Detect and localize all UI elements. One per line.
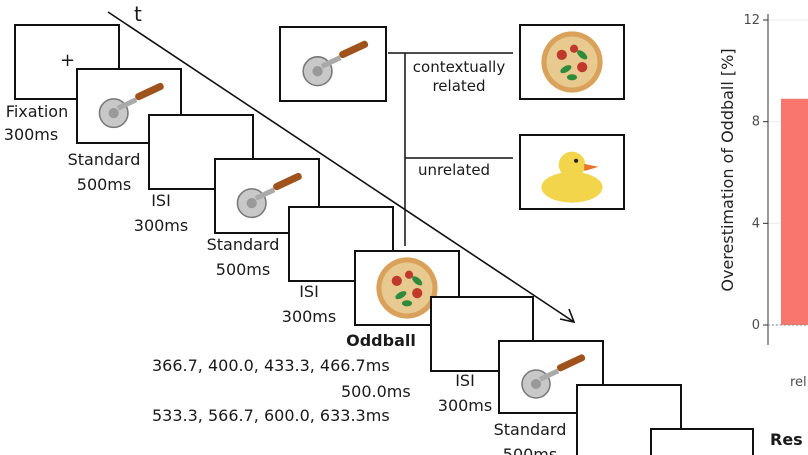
condition-unrelated-label: unrelated — [418, 161, 491, 179]
fixation-frame: + — [14, 24, 120, 100]
pizza-icon — [376, 257, 438, 319]
y-axis-label: Overestimation of Oddball [%] — [718, 48, 737, 291]
y-tick-label: 4 — [752, 216, 760, 231]
isi-label-2: ISI — [299, 282, 319, 301]
standard-label-2: Standard — [206, 235, 280, 254]
standard-label-3: Standard — [493, 420, 567, 439]
isi-duration-3: 300ms — [437, 396, 493, 415]
bar — [781, 98, 808, 326]
time-label: t — [134, 2, 142, 26]
trailing-frame-2 — [650, 428, 754, 455]
oddball-durations-short: 366.7, 400.0, 433.3, 466.7ms — [152, 356, 390, 375]
y-tick-label: 0 — [752, 318, 760, 333]
standard-duration-1: 500ms — [76, 175, 132, 194]
standard-duration-2: 500ms — [215, 260, 271, 279]
pizza-cutter-icon — [302, 40, 369, 87]
y-tick-label: 8 — [752, 115, 760, 130]
isi-duration-1: 300ms — [133, 216, 189, 235]
standard-duration-3: 500ms — [502, 445, 558, 455]
oddball-duration-equal: 500.0ms — [341, 382, 411, 401]
pizza-icon — [541, 31, 603, 93]
x-tick-label: rel — [790, 375, 807, 390]
standard-label-1: Standard — [67, 150, 141, 169]
rubber-duck-icon — [541, 151, 603, 203]
pizza-cutter-icon — [98, 82, 164, 129]
fixation-cross: + — [60, 50, 76, 71]
example-standard-frame — [279, 26, 387, 102]
response-heading: Res — [770, 430, 803, 449]
oddball-durations-long: 533.3, 566.7, 600.0, 633.3ms — [152, 406, 390, 425]
y-tick-label: 12 — [743, 13, 760, 28]
pizza-cutter-icon — [236, 172, 302, 219]
condition-related-line2: related — [432, 77, 486, 95]
oddball-label: Oddball — [346, 331, 416, 350]
pizza-cutter-icon — [521, 354, 586, 399]
isi-label-1: ISI — [151, 191, 171, 210]
fixation-label: Fixation — [5, 102, 69, 121]
unrelated-example-frame — [519, 134, 625, 210]
related-example-frame — [519, 24, 625, 100]
condition-related-line1: contextually — [412, 58, 506, 76]
standard-frame-1 — [76, 68, 182, 144]
fixation-duration: 300ms — [3, 125, 59, 144]
isi-label-3: ISI — [455, 371, 475, 390]
isi-frame-2 — [288, 206, 394, 282]
isi-duration-2: 300ms — [281, 307, 337, 326]
